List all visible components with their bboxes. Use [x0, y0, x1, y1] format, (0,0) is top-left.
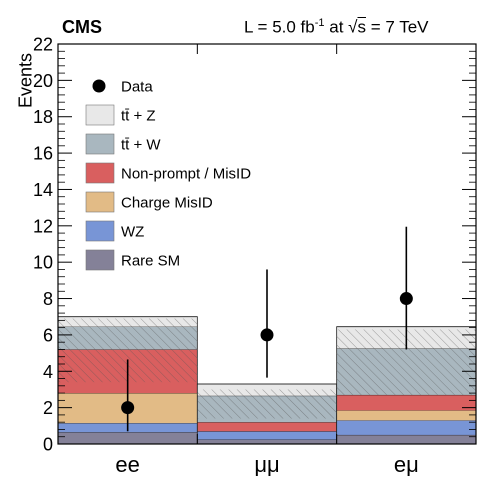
- legend-swatch: [85, 133, 115, 155]
- lumi-prefix: L = 5.0 fb: [244, 17, 315, 37]
- legend-label: WZ: [121, 224, 144, 241]
- legend-label: Rare SM: [121, 253, 180, 270]
- legend-label: Non-prompt / MisID: [121, 166, 251, 183]
- uncertainty-hatch-1: [197, 389, 337, 419]
- lumi-mid: at: [324, 17, 349, 37]
- sqrt-symbol: √: [348, 17, 358, 37]
- bar-wz-1: [197, 431, 337, 440]
- legend-data-marker: [92, 79, 106, 93]
- lumi-suffix: = 7 TeV: [365, 17, 429, 37]
- plot-frame: [57, 43, 477, 445]
- y-tick-label: 8: [43, 289, 53, 309]
- legend-swatch: [85, 191, 115, 213]
- luminosity-label: L = 5.0 fb-1 at √s = 7 TeV: [244, 17, 429, 38]
- y-tick-label: 12: [33, 216, 53, 236]
- legend-label: tt̄ + Z: [121, 108, 156, 125]
- data-points: [121, 226, 413, 432]
- bar-raresm-1: [197, 439, 337, 444]
- y-tick-label: 2: [43, 398, 53, 418]
- sqrt-s: s: [357, 17, 366, 37]
- legend-swatch: [85, 162, 115, 184]
- y-tick-label: 20: [33, 71, 53, 91]
- legend: Data tt̄ + Z tt̄ + W Non-prompt / MisID Char…: [85, 79, 251, 271]
- y-tick-label: 16: [33, 144, 53, 164]
- axes: 0 2 4 6 8 10 12 14 16 18 20 22 ee μμ eμ: [33, 35, 477, 477]
- y-axis-label: Events: [15, 52, 36, 109]
- bar-nonprompt-2: [336, 394, 476, 411]
- x-category-label: eμ: [394, 452, 419, 477]
- bar-raresm-0: [58, 432, 198, 444]
- lumi-exponent: -1: [314, 17, 325, 29]
- y-tick-label: 4: [43, 362, 53, 382]
- y-tick-label: 22: [33, 35, 53, 55]
- legend-swatch: [85, 104, 115, 126]
- y-tick-label: 18: [33, 107, 53, 127]
- x-category-label: ee: [115, 452, 139, 477]
- x-category-label: μμ: [254, 452, 279, 477]
- y-tick-label: 6: [43, 325, 53, 345]
- y-tick-label: 0: [43, 435, 53, 455]
- legend-swatch: [85, 220, 115, 242]
- legend-label: tt̄ + W: [121, 137, 161, 154]
- data-point-1: [260, 328, 274, 342]
- data-point-0: [121, 401, 135, 415]
- y-tick-label: 10: [33, 253, 53, 273]
- legend-label: Data: [121, 79, 153, 96]
- bar-raresm-2: [336, 434, 476, 444]
- bar-wz-2: [336, 420, 476, 435]
- bar-nonprompt-1: [197, 422, 337, 432]
- data-point-2: [399, 292, 413, 306]
- experiment-label: CMS: [62, 17, 102, 37]
- y-tick-label: 14: [33, 180, 53, 200]
- legend-swatch: [85, 249, 115, 271]
- bar-charge-2: [336, 410, 476, 421]
- legend-label: Charge MisID: [121, 195, 213, 212]
